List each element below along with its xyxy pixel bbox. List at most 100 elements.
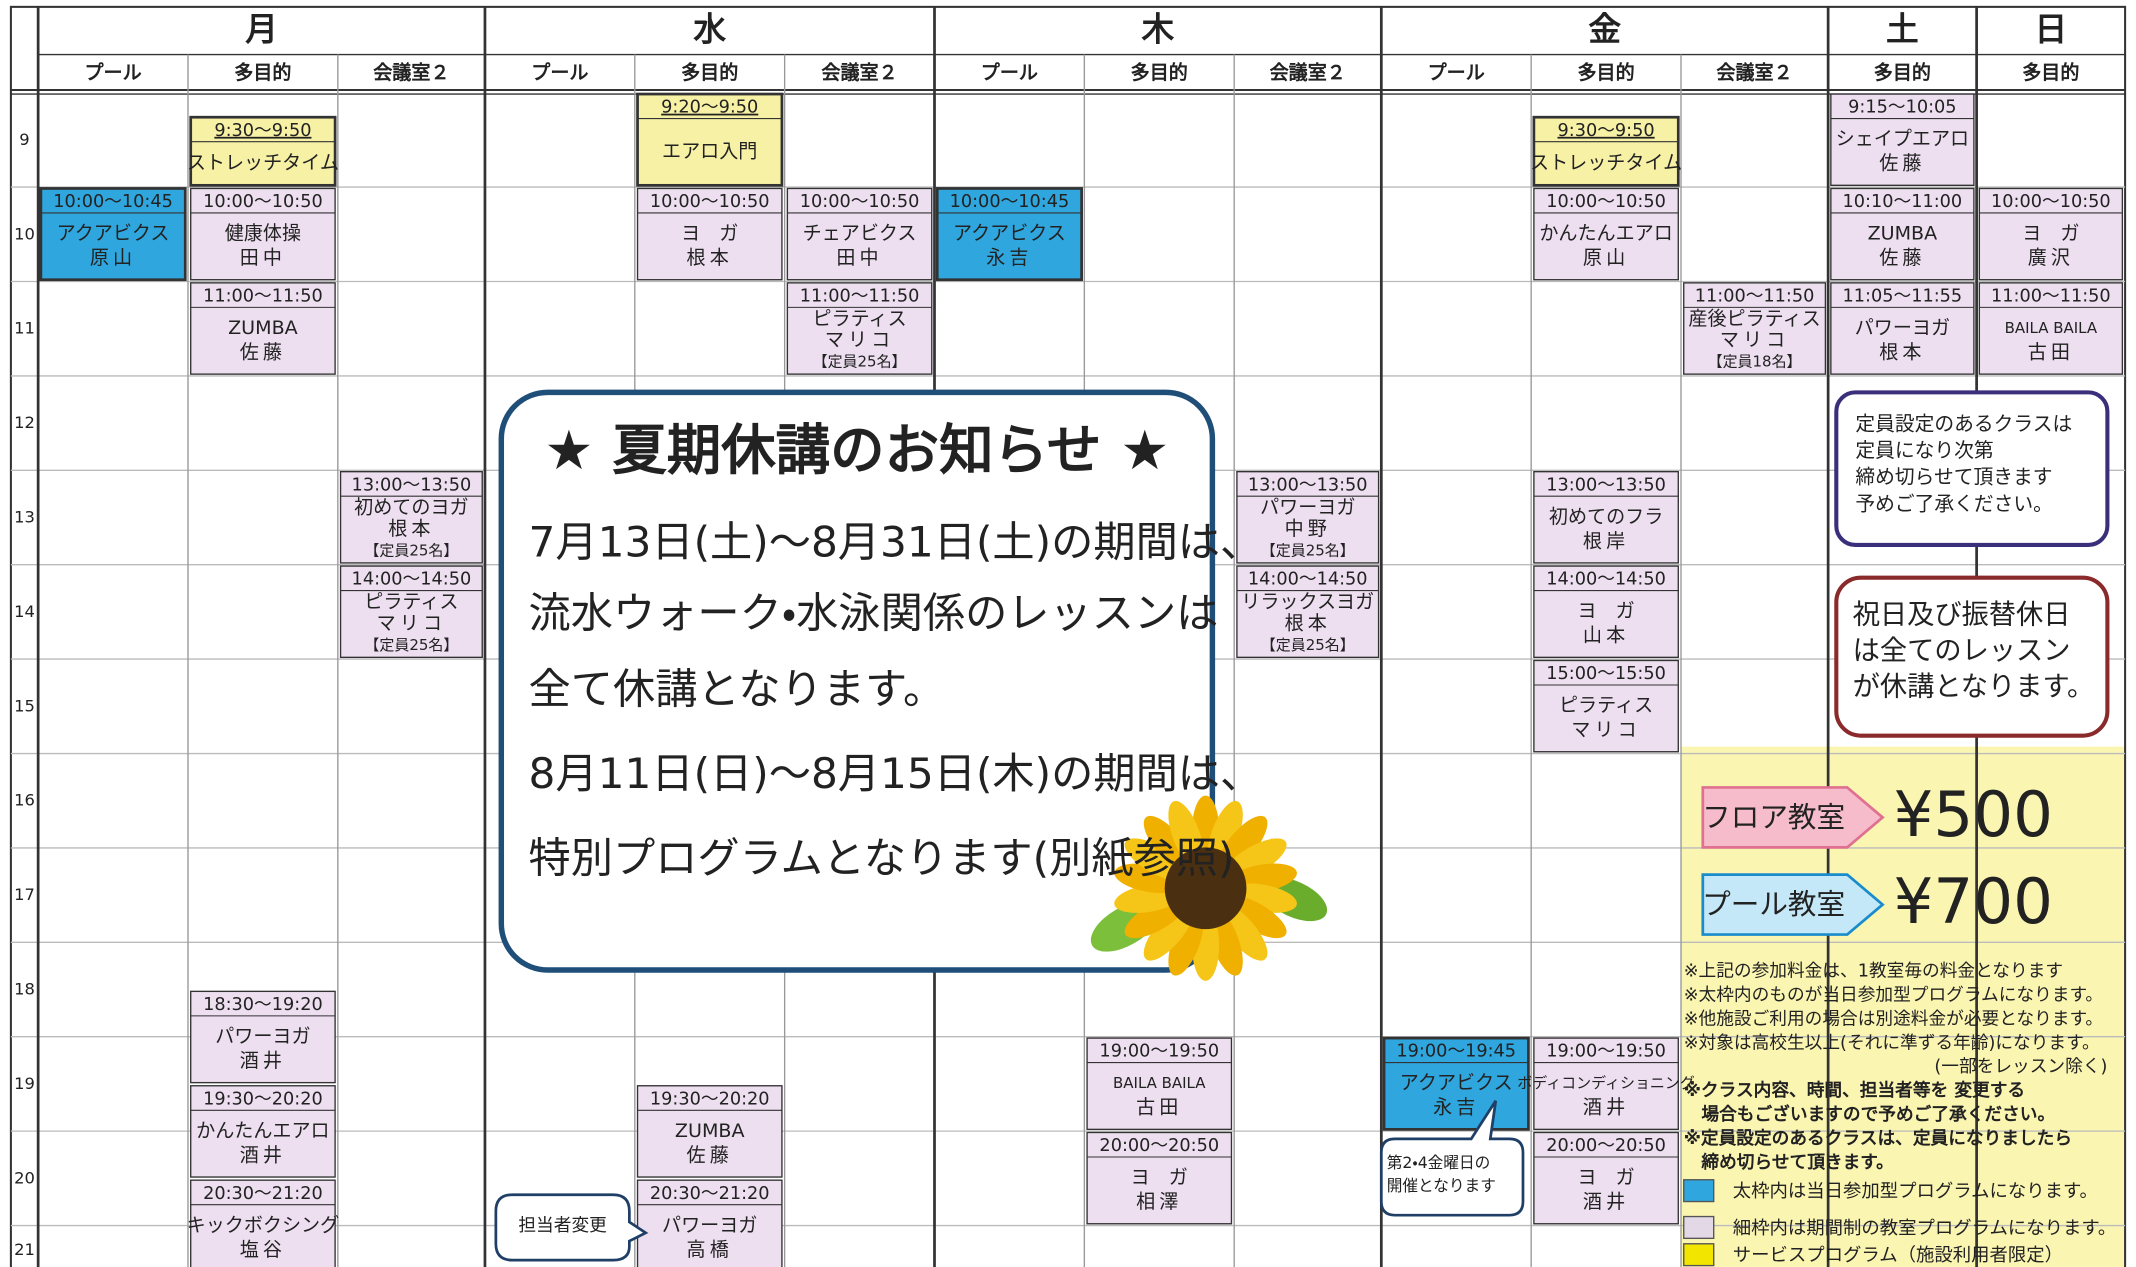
class-time: 11:00～11:50 (800, 286, 920, 306)
callout-box (1379, 1100, 1525, 1217)
hour-label: 17 (14, 885, 35, 904)
class-time: 19:30～20:20 (650, 1089, 770, 1109)
class-box (636, 1085, 783, 1178)
remark: ※定員設定のあるクラスは、定員になりましたら (1684, 1128, 2072, 1149)
legend-text: 細枠内は期間制の教室プログラムになります。 (1733, 1218, 2116, 1239)
room-name: 会議室２ (1716, 61, 1792, 84)
class-block: 9:20～9:50 エアロ入門 (636, 92, 784, 187)
class-time: 10:00～10:50 (1991, 192, 2111, 212)
room-name: プール (84, 61, 141, 84)
price-value: ¥700 (1894, 865, 2053, 938)
legend-swatch (1683, 1215, 1715, 1240)
class-teacher: マリコ (377, 612, 446, 634)
class-name: チェアビクス (803, 223, 917, 245)
class-name: パワーヨガ (215, 1025, 310, 1047)
overlay: ★ 夏期休講のお知らせ ★ 7月13日(土)～8月31日(土)の期間は、流水ウォー… (494, 390, 2116, 1267)
class-time: 19:00～19:50 (1546, 1042, 1666, 1062)
price-label: フロア教室 (1702, 800, 1845, 834)
room-name: 多目的 (2022, 61, 2079, 84)
class-name: ヨ ガ (681, 223, 738, 245)
class-time: 9:15～10:05 (1848, 98, 1956, 118)
class-teacher: マリコ (825, 329, 894, 351)
class-box (1382, 1036, 1530, 1131)
class-name: シェイプエアロ (1836, 128, 1969, 150)
class-name: ボディコンディショニング (1517, 1074, 1695, 1092)
class-name: アクアビクス (953, 223, 1066, 245)
room-name: 多目的 (681, 61, 738, 84)
class-capacity: 【定員18名】 (1708, 353, 1802, 371)
class-teacher: 山本 (1583, 625, 1629, 647)
class-box (1533, 659, 1679, 753)
remark: ※太枠内のものが当日参加型プログラムになります。 (1684, 984, 2103, 1005)
class-name: ヨ ガ (1577, 600, 1634, 622)
class-name: 初めてのヨガ (354, 497, 468, 519)
class-time: 14:00～14:50 (1248, 570, 1368, 590)
day-name: 木 (1141, 10, 1175, 48)
class-teacher: 佐藤 (1879, 247, 1925, 269)
remark: ※他施設ご利用の場合は別途料金が必要となります。 (1684, 1008, 2103, 1029)
class-time: 15:00～15:50 (1546, 664, 1666, 684)
note-line: 定員になり次第 (1855, 439, 1993, 462)
class-box (339, 565, 483, 659)
room-name: 会議室２ (373, 61, 449, 84)
remark: ※上記の参加料金は、1教室毎の料金となります (1684, 960, 2063, 981)
room-name: 多目的 (1577, 61, 1634, 84)
class-time: 9:30～9:50 (1558, 121, 1655, 141)
class-name: リラックスヨガ (1241, 591, 1374, 613)
hour-label: 10 (14, 224, 35, 243)
class-teacher: 根岸 (1583, 530, 1629, 552)
class-time: 20:30～21:20 (650, 1184, 770, 1204)
class-teacher: 田中 (240, 247, 286, 269)
class-box (1978, 187, 2124, 281)
class-name: ピラティス (1559, 695, 1653, 717)
class-teacher: 酒井 (1583, 1191, 1629, 1213)
class-time: 11:00～11:50 (1991, 286, 2111, 306)
class-teacher: 高橋 (687, 1239, 733, 1261)
class-teacher: マリコ (1720, 329, 1789, 351)
class-time: 10:00～10:50 (203, 192, 323, 212)
frame (9, 5, 2127, 1267)
class-box (1086, 1131, 1233, 1225)
class-block: 20:00～20:50 ヨ ガ相澤 (1086, 1131, 1233, 1225)
class-name: ピラティス (812, 308, 906, 330)
class-box (190, 990, 336, 1084)
class-time: 11:05～11:55 (1843, 286, 1963, 306)
class-name: パワーヨガ (1855, 317, 1950, 339)
class-time: 10:00～10:50 (800, 192, 920, 212)
class-teacher: 原山 (90, 247, 136, 269)
class-block: 9:30～9:50 ストレッチタイム (1530, 115, 1682, 187)
hour-label: 19 (14, 1074, 35, 1093)
class-name: ZUMBA (228, 317, 298, 339)
class-time: 13:00～13:50 (352, 475, 472, 495)
room-name: 会議室２ (821, 61, 897, 84)
room-name: プール (1428, 61, 1485, 84)
class-box (636, 92, 784, 187)
class-teacher: 根本 (687, 247, 733, 269)
callout-box (494, 1193, 649, 1262)
hour-label: 18 (14, 979, 35, 998)
class-teacher: 根本 (1879, 342, 1925, 364)
notice-line: 7月13日(土)～8月31日(土)の期間は、 (529, 517, 1263, 566)
sunflower (1090, 795, 1328, 981)
class-time: 19:30～20:20 (203, 1089, 323, 1109)
price-value: ¥500 (1894, 778, 2053, 851)
class-name: BAILA BAILA (1113, 1074, 1206, 1092)
class-time: 10:00～10:50 (650, 192, 770, 212)
class-time: 13:00～13:50 (1248, 475, 1368, 495)
class-box (1086, 1037, 1233, 1131)
class-box (189, 115, 337, 187)
class-block: 11:00～11:50 BAILA BAILA 古田 (1978, 282, 2124, 375)
class-name: 初めてのフラ (1549, 506, 1663, 528)
class-time: 20:00～20:50 (1546, 1136, 1666, 1156)
class-box (339, 470, 483, 564)
hour-label: 20 (14, 1168, 35, 1187)
class-box (1533, 1037, 1679, 1131)
hour-label: 16 (14, 791, 35, 810)
class-teacher: マリコ (1571, 719, 1640, 741)
